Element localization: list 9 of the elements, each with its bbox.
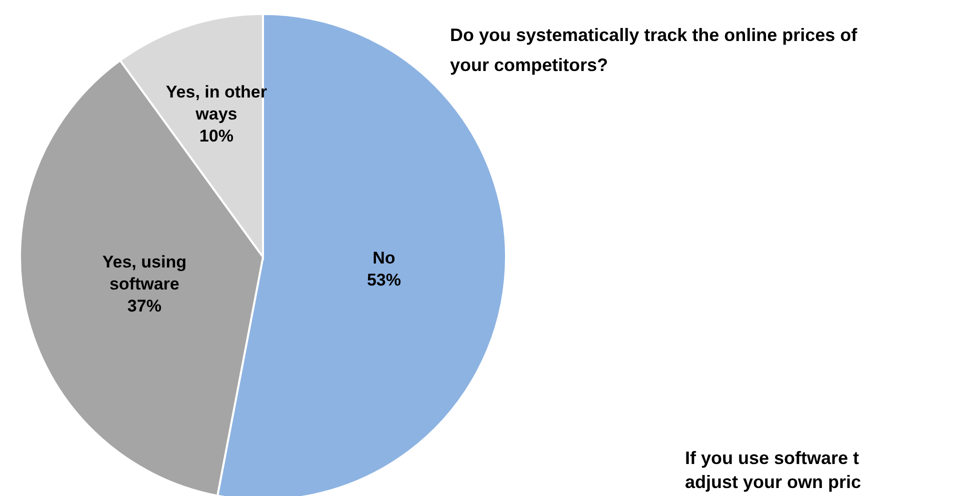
data-label: 10%: [199, 126, 234, 146]
slice-label: Yes, using software: [102, 252, 186, 294]
data-label: 37%: [127, 296, 162, 316]
text: Do you systematically track the online prices of your competitors?: [450, 24, 858, 77]
text: If you use software t: [685, 447, 860, 470]
text: adjust your own pric: [685, 471, 862, 494]
slice-label: No: [372, 248, 396, 267]
slice-label: Yes, in other ways: [166, 82, 268, 124]
data-label: 53%: [366, 270, 401, 289]
